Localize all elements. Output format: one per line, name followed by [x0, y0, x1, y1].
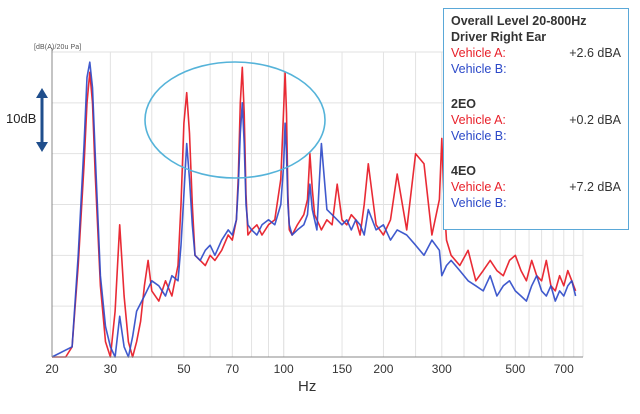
x-tick-label: 700: [554, 362, 574, 376]
4eo-vehicle-b-label: Vehicle B:: [451, 196, 507, 210]
x-tick-label: 30: [104, 362, 118, 376]
4eo-vehicle-a-label: Vehicle A:: [451, 180, 506, 194]
x-tick-label: 500: [505, 362, 525, 376]
section-2eo-header: 2EO: [451, 97, 477, 111]
4eo-vehicle-a-row: Vehicle A: +7.2 dBA: [451, 179, 621, 195]
4eo-vehicle-b-row: Vehicle B:: [451, 195, 621, 211]
x-tick-label: 300: [432, 362, 452, 376]
2eo-vehicle-a-row: Vehicle A: +0.2 dBA: [451, 112, 621, 128]
x-tick-label: 200: [373, 362, 393, 376]
overall-vehicle-a-value: +2.6 dBA: [569, 46, 621, 60]
overall-vehicle-a-row: Vehicle A: +2.6 dBA: [451, 45, 621, 61]
4eo-vehicle-a-value: +7.2 dBA: [569, 180, 621, 194]
x-tick-label: 150: [332, 362, 352, 376]
overall-vehicle-a-label: Vehicle A:: [451, 46, 506, 60]
scale-arrow-up-icon: [36, 88, 48, 98]
scale-10db-label: 10dB: [6, 111, 37, 126]
overall-level-infobox: Overall Level 20-800Hz Driver Right Ear …: [443, 8, 629, 230]
axis-layer: 20 30 50 70 100 150 200 300 500 700: [45, 48, 583, 376]
y-unit-label: [dB(A)/20u Pa]: [34, 44, 82, 51]
section-4eo-header: 4EO: [451, 164, 477, 178]
x-tick-label: 20: [45, 362, 59, 376]
2eo-vehicle-a-label: Vehicle A:: [451, 113, 506, 127]
overall-vehicle-b-label: Vehicle B:: [451, 62, 507, 76]
x-axis-label: Hz: [298, 378, 317, 395]
overlay-layer: [36, 61, 326, 179]
x-tick-label: 50: [177, 362, 191, 376]
x-tick-label: 100: [274, 362, 294, 376]
overall-vehicle-b-row: Vehicle B:: [451, 61, 621, 77]
x-tick-label: 70: [226, 362, 240, 376]
2eo-vehicle-b-label: Vehicle B:: [451, 129, 507, 143]
peaks-highlight-ellipse: [144, 61, 326, 179]
series-vehicle-b-line: [51, 61, 577, 358]
series-layer: [51, 61, 577, 358]
infobox-title-line2: Driver Right Ear: [451, 30, 547, 44]
2eo-vehicle-a-value: +0.2 dBA: [569, 113, 621, 127]
2eo-vehicle-b-row: Vehicle B:: [451, 128, 621, 144]
infobox-title-line1: Overall Level 20-800Hz: [451, 14, 587, 28]
scale-arrow-down-icon: [36, 142, 48, 152]
